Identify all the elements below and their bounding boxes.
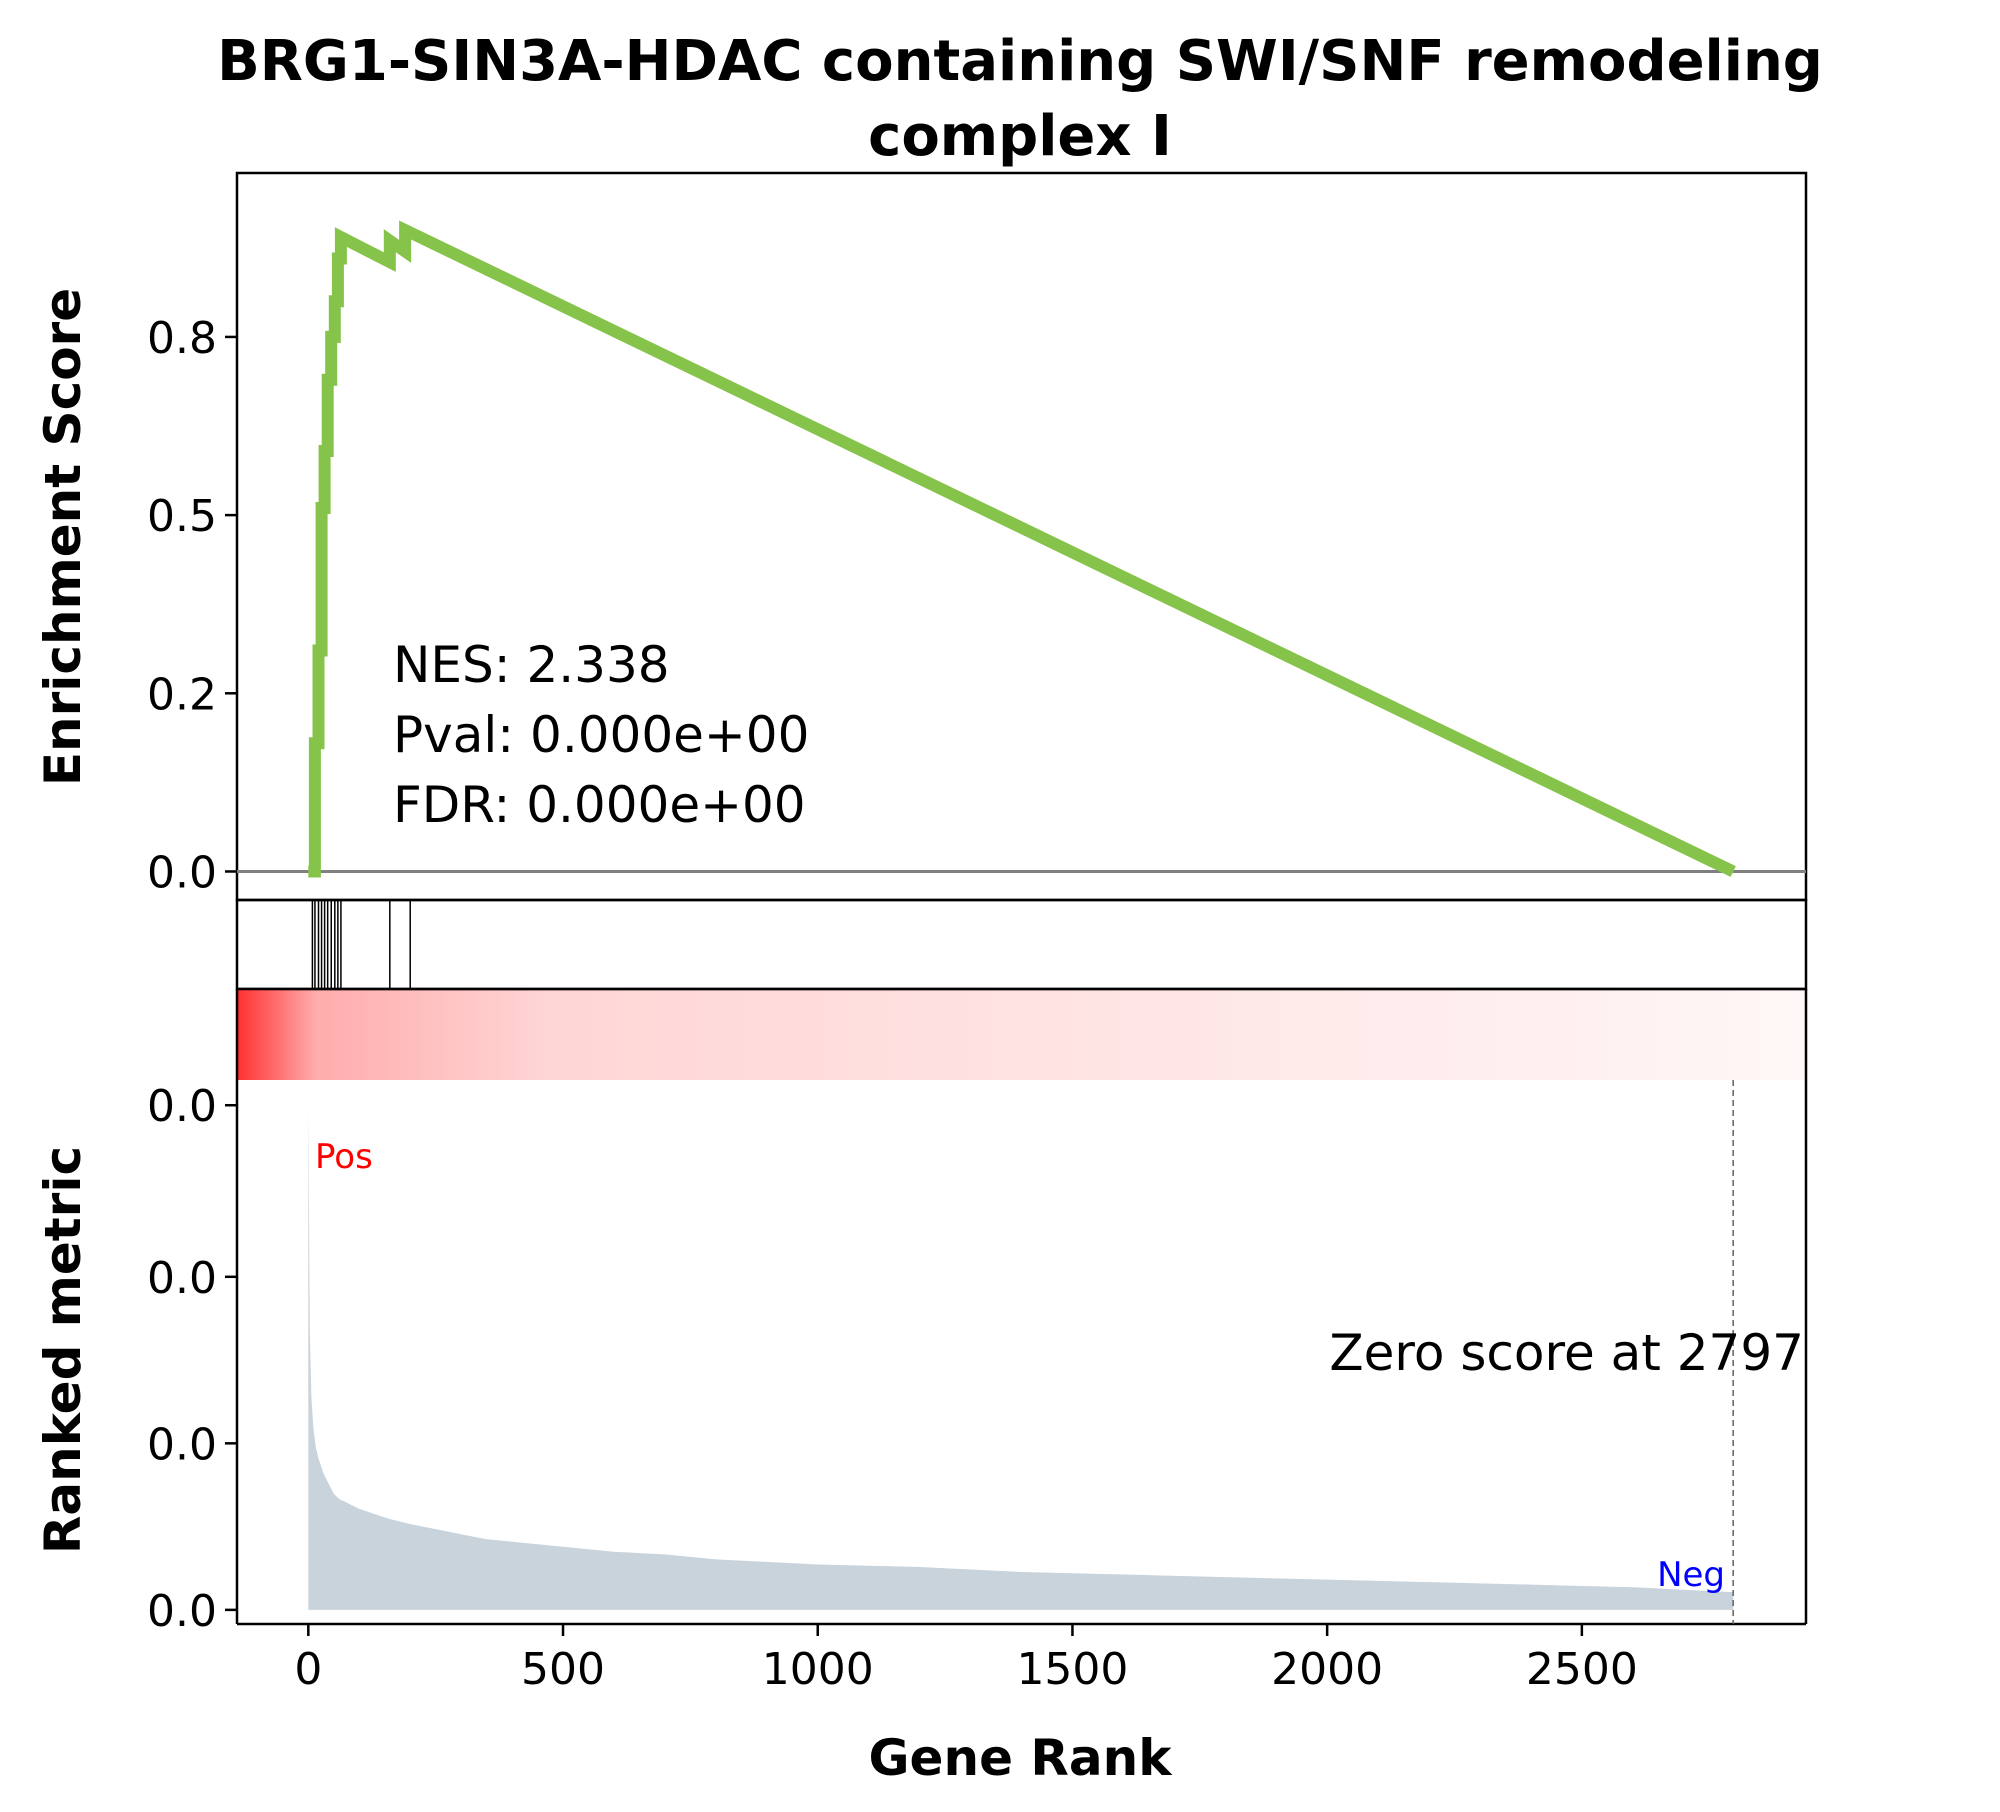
es-curve (308, 220, 1736, 878)
es-y-tick-label-0: 0.0 (147, 847, 217, 898)
y-axis-title-enrichment: Enrichment Score (34, 288, 92, 786)
es-y-tick-label-3: 0.8 (147, 313, 217, 364)
enrichment-score-panel: 0.0 0.2 0.5 0.8 NES: 2.338 Pval: 0.000e+00 FDR… (147, 171, 1808, 902)
zero-score-label: Zero score at 2797 (1329, 1324, 1804, 1382)
x-tick-label-5: 2500 (1526, 1644, 1638, 1695)
x-tick-label-2: 1000 (762, 1644, 874, 1695)
x-tick-label-0: 0 (294, 1644, 322, 1695)
x-tick-label-1: 500 (521, 1644, 605, 1695)
y-axis-title-ranked-metric: Ranked metric (34, 1146, 92, 1554)
metric-y-tick-label-1: 0.0 (147, 1419, 217, 1470)
chart-title-line-2: complex I (868, 104, 1172, 169)
rank-heatmap-bar (237, 989, 1806, 1080)
gene-hits-panel (235, 898, 1808, 991)
hits-panel-frame (235, 898, 1808, 991)
chart-title-line-1: BRG1-SIN3A-HDAC containing SWI/SNF remod… (217, 29, 1823, 94)
stats-annotation-2: FDR: 0.000e+00 (393, 776, 806, 834)
metric-y-tick-label-2: 0.0 (147, 1253, 217, 1304)
neg-label: Neg (1657, 1555, 1725, 1595)
metric-y-tick-label-3: 0.0 (147, 1081, 217, 1132)
x-axis: 0 500 1000 1500 2000 2500 (294, 1624, 1638, 1695)
es-y-tick-label-2: 0.5 (147, 491, 217, 542)
stats-annotation-1: Pval: 0.000e+00 (393, 706, 809, 764)
es-y-tick-label-1: 0.2 (147, 669, 217, 720)
metric-y-tick-label-0: 0.0 (147, 1586, 217, 1637)
x-axis-title: Gene Rank (869, 1729, 1174, 1787)
ranked-metric-panel: 0.0 0.0 0.0 0.0 Zero score at 2797 Pos Neg (147, 989, 1808, 1637)
x-tick-label-4: 2000 (1271, 1644, 1383, 1695)
pos-label: Pos (315, 1137, 373, 1177)
x-tick-label-3: 1500 (1016, 1644, 1128, 1695)
rank-heatmap-panel (237, 987, 1806, 1080)
stats-annotation-0: NES: 2.338 (393, 636, 670, 694)
ranked-metric-area (308, 1105, 1734, 1610)
